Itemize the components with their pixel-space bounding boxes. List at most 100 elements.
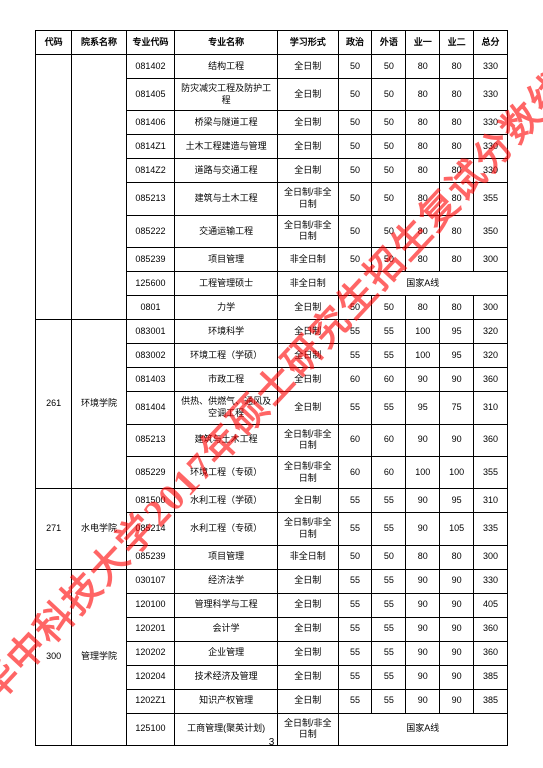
study-form: 全日制	[278, 79, 339, 111]
score-cell: 50	[338, 215, 372, 247]
score-cell: 80	[440, 159, 474, 183]
score-cell: 80	[440, 55, 474, 79]
major-name: 知识产权管理	[175, 689, 278, 713]
score-cell: 55	[338, 344, 372, 368]
score-cell: 360	[474, 617, 508, 641]
study-form: 全日制	[278, 55, 339, 79]
score-cell: 55	[338, 641, 372, 665]
study-form: 全日制	[278, 617, 339, 641]
score-cell: 90	[440, 424, 474, 456]
major-name: 道路与交通工程	[175, 159, 278, 183]
score-cell: 80	[406, 111, 440, 135]
major-code: 120201	[126, 617, 174, 641]
score-cell: 90	[440, 689, 474, 713]
study-form: 全日制	[278, 135, 339, 159]
major-code: 125100	[126, 713, 174, 745]
study-form: 全日制/非全日制	[278, 713, 339, 745]
score-cell: 55	[338, 569, 372, 593]
table-row: 261环境学院083001环境科学全日制555510095320	[36, 320, 508, 344]
major-name: 技术经济及管理	[175, 665, 278, 689]
study-form: 全日制	[278, 111, 339, 135]
study-form: 全日制	[278, 593, 339, 617]
score-cell: 60	[338, 424, 372, 456]
major-name: 防灾减灾工程及防护工程	[175, 79, 278, 111]
study-form: 全日制/非全日制	[278, 183, 339, 215]
header-cell: 学习形式	[278, 31, 339, 55]
header-cell: 业二	[440, 31, 474, 55]
score-cell: 90	[406, 617, 440, 641]
major-code: 085229	[126, 456, 174, 488]
score-cell: 405	[474, 593, 508, 617]
score-cell: 90	[440, 569, 474, 593]
study-form: 全日制	[278, 689, 339, 713]
score-cell: 95	[440, 489, 474, 513]
score-cell: 360	[474, 641, 508, 665]
major-name: 环境科学	[175, 320, 278, 344]
score-cell: 80	[406, 55, 440, 79]
score-cell: 60	[372, 456, 406, 488]
study-form: 全日制	[278, 344, 339, 368]
score-cell: 55	[338, 489, 372, 513]
major-code: 083002	[126, 344, 174, 368]
score-cell: 55	[338, 392, 372, 424]
major-code: 085213	[126, 183, 174, 215]
major-code: 081406	[126, 111, 174, 135]
score-cell: 90	[406, 513, 440, 545]
merged-score-cell: 国家A线	[338, 272, 507, 296]
major-code: 081405	[126, 79, 174, 111]
header-cell: 外语	[372, 31, 406, 55]
header-cell: 代码	[36, 31, 72, 55]
score-cell: 60	[338, 368, 372, 392]
score-cell: 55	[372, 392, 406, 424]
score-cell: 55	[372, 344, 406, 368]
major-code: 085213	[126, 424, 174, 456]
score-cell: 50	[372, 296, 406, 320]
major-code: 081403	[126, 368, 174, 392]
major-code: 030107	[126, 569, 174, 593]
major-name: 水利工程（专硕）	[175, 513, 278, 545]
major-code: 085239	[126, 545, 174, 569]
score-cell: 55	[372, 569, 406, 593]
score-cell: 90	[440, 368, 474, 392]
score-cell: 95	[440, 320, 474, 344]
score-cell: 105	[440, 513, 474, 545]
dept-name-cell: 管理学院	[72, 569, 126, 745]
score-cell: 50	[372, 183, 406, 215]
score-cell: 60	[338, 456, 372, 488]
score-cell: 385	[474, 689, 508, 713]
score-cell: 330	[474, 55, 508, 79]
merged-score-cell: 国家A线	[338, 713, 507, 745]
score-cell: 50	[372, 135, 406, 159]
major-code: 085239	[126, 248, 174, 272]
score-cell: 90	[440, 617, 474, 641]
study-form: 全日制	[278, 159, 339, 183]
score-cell: 80	[406, 135, 440, 159]
score-cell: 95	[440, 344, 474, 368]
study-form: 非全日制	[278, 248, 339, 272]
score-cell: 80	[440, 545, 474, 569]
score-cell: 55	[338, 513, 372, 545]
study-form: 全日制	[278, 641, 339, 665]
study-form: 全日制/非全日制	[278, 424, 339, 456]
major-name: 建筑与土木工程	[175, 424, 278, 456]
score-cell: 90	[440, 665, 474, 689]
major-code: 081404	[126, 392, 174, 424]
score-cell: 50	[372, 215, 406, 247]
score-cell: 50	[338, 111, 372, 135]
score-cell: 300	[474, 545, 508, 569]
score-cell: 330	[474, 79, 508, 111]
study-form: 非全日制	[278, 272, 339, 296]
score-cell: 310	[474, 392, 508, 424]
score-cell: 100	[406, 344, 440, 368]
major-code: 081500	[126, 489, 174, 513]
score-cell: 300	[474, 296, 508, 320]
score-cell: 55	[372, 320, 406, 344]
major-code: 0801	[126, 296, 174, 320]
dept-code-cell	[36, 55, 72, 320]
score-cell: 50	[372, 248, 406, 272]
score-cell: 355	[474, 456, 508, 488]
score-cell: 80	[406, 183, 440, 215]
score-cell: 80	[440, 79, 474, 111]
score-cell: 355	[474, 183, 508, 215]
major-name: 企业管理	[175, 641, 278, 665]
